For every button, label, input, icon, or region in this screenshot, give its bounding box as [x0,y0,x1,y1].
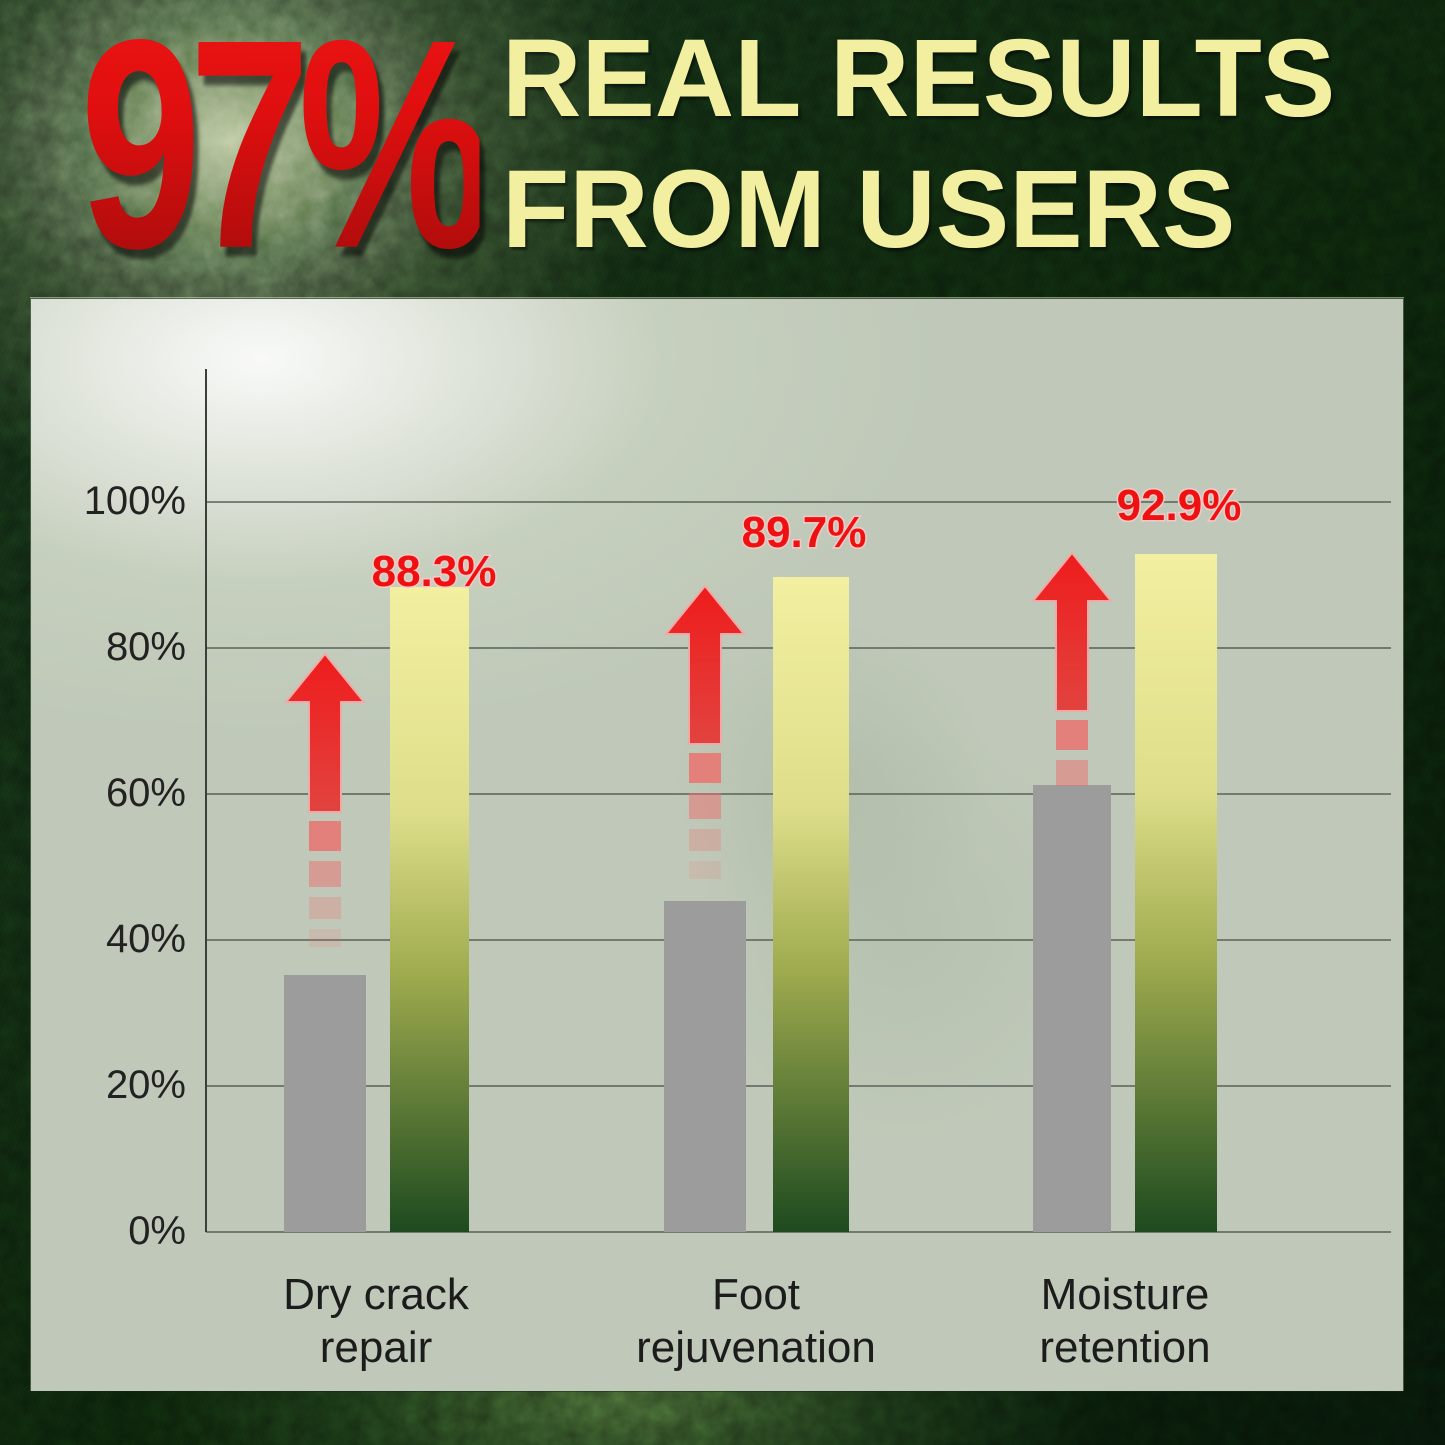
svg-text:60%: 60% [106,771,186,815]
svg-text:88.3%: 88.3% [372,547,497,596]
svg-text:40%: 40% [106,917,186,961]
svg-text:repair: repair [320,1323,433,1372]
svg-text:retention: retention [1039,1323,1210,1372]
svg-text:80%: 80% [106,625,186,669]
svg-text:20%: 20% [106,1063,186,1107]
svg-text:92.9%: 92.9% [1117,481,1242,530]
svg-text:0%: 0% [128,1209,186,1253]
svg-text:Moisture: Moisture [1041,1270,1210,1319]
svg-text:100%: 100% [84,479,186,523]
svg-text:89.7%: 89.7% [742,508,867,557]
svg-text:Foot: Foot [712,1270,800,1319]
svg-text:Dry crack: Dry crack [283,1270,470,1319]
svg-text:rejuvenation: rejuvenation [636,1323,876,1372]
